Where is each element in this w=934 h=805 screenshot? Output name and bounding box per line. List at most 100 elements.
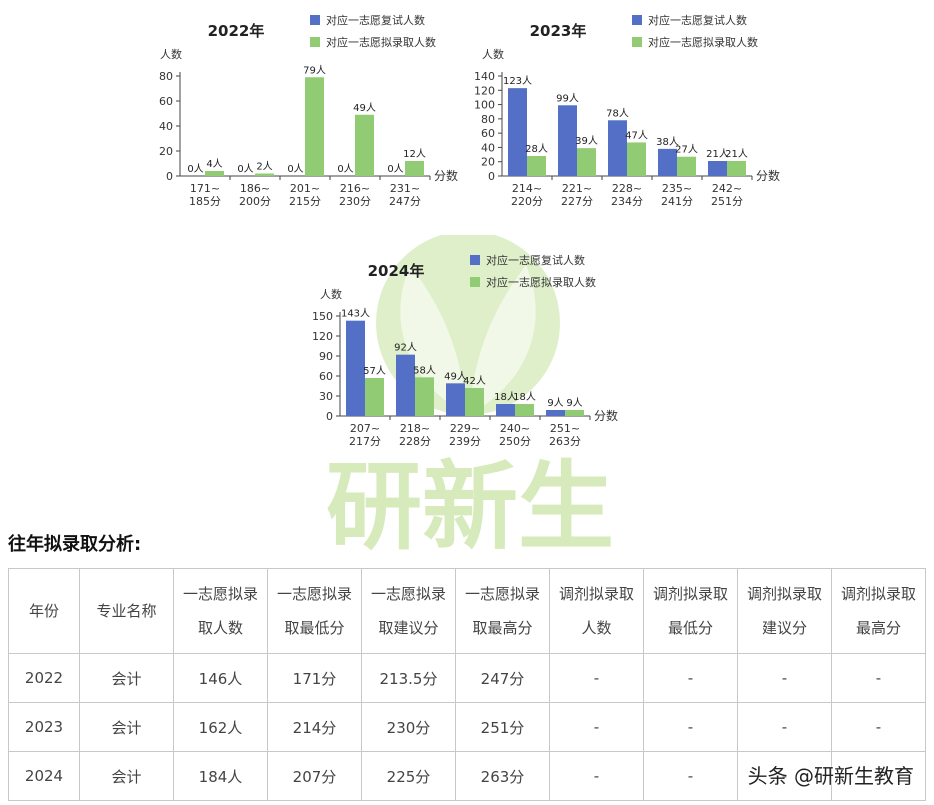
data-label: 28人 xyxy=(525,143,548,155)
data-label: 27人 xyxy=(675,144,698,156)
data-label: 0人 xyxy=(237,163,253,175)
footer-credit: 头条 @研新生教育 xyxy=(747,764,914,788)
table-cell: - xyxy=(643,653,738,703)
data-label: 9人 xyxy=(547,397,563,409)
bar-admitted xyxy=(355,114,374,176)
data-label: 18人 xyxy=(494,391,517,403)
table-header: 调剂拟录取 最低分 xyxy=(643,568,738,654)
bar-admitted xyxy=(205,171,224,176)
y-tick-label: 20 xyxy=(159,145,173,158)
x-tick-label: 231~ 247分 xyxy=(389,182,421,208)
bar-admitted xyxy=(465,388,484,416)
table-cell: 247分 xyxy=(455,653,550,703)
x-tick-label: 218~ 228分 xyxy=(399,422,431,448)
table-row: 2023 会计 162人 214分 230分 251分 - - - - xyxy=(8,702,926,752)
table-header: 调剂拟录取 最高分 xyxy=(831,568,926,654)
table-header: 专业名称 xyxy=(79,568,174,654)
x-tick-label: 240~ 250分 xyxy=(499,422,531,448)
legend-label: 对应一志愿拟录取人数 xyxy=(486,275,596,289)
table-header: 一志愿拟录 取人数 xyxy=(173,568,268,654)
legend-label: 对应一志愿复试人数 xyxy=(326,13,425,27)
chart-title: 2024年 xyxy=(368,262,425,280)
bar-retest xyxy=(546,410,565,416)
y-tick-label: 120 xyxy=(312,330,333,343)
legend-swatch xyxy=(310,37,320,47)
table-row: 2024 会计 184人 207分 225分 263分 - - - - xyxy=(8,751,926,801)
chart-2023: 2023年 对应一志愿复试人数 对应一志愿拟录取人数 人数 分数 0 20 40 60 80 100… xyxy=(462,10,782,215)
x-tick-label: 186~ 200分 xyxy=(239,182,271,208)
data-label: 0人 xyxy=(187,163,203,175)
chart-title: 2023年 xyxy=(530,22,587,40)
table-cell: 171分 xyxy=(267,653,362,703)
legend-label: 对应一志愿拟录取人数 xyxy=(648,35,758,49)
bar-admitted xyxy=(527,156,546,176)
table-cell: 2022 xyxy=(8,653,80,703)
table-cell: 会计 xyxy=(79,702,174,752)
y-tick-label: 30 xyxy=(319,390,333,403)
table-header: 一志愿拟录 取建议分 xyxy=(361,568,456,654)
x-tick-label: 201~ 215分 xyxy=(289,182,321,208)
data-label: 47人 xyxy=(625,129,648,141)
y-tick-label: 80 xyxy=(159,70,173,83)
legend-label: 对应一志愿复试人数 xyxy=(648,13,747,27)
data-label: 79人 xyxy=(303,64,326,76)
x-axis-label: 分数 xyxy=(594,408,618,423)
data-label: 143人 xyxy=(341,308,370,320)
x-tick-label: 228~ 234分 xyxy=(611,182,643,208)
bar-admitted xyxy=(565,410,584,416)
bar-admitted xyxy=(405,161,424,176)
data-label: 38人 xyxy=(656,136,679,148)
y-tick-label: 140 xyxy=(474,70,495,83)
table-header: 调剂拟录取 人数 xyxy=(549,568,644,654)
data-label: 49人 xyxy=(353,102,376,114)
y-tick-label: 80 xyxy=(481,113,495,126)
x-tick-label: 229~ 239分 xyxy=(449,422,481,448)
data-label: 21人 xyxy=(706,148,729,160)
y-tick-label: 40 xyxy=(159,120,173,133)
bar-admitted xyxy=(305,77,324,176)
table-cell: 230分 xyxy=(361,702,456,752)
table-cell: - xyxy=(549,653,644,703)
legend-swatch xyxy=(470,277,480,287)
data-label: 58人 xyxy=(413,364,436,376)
table-cell: 214分 xyxy=(267,702,362,752)
x-tick-label: 251~ 263分 xyxy=(549,422,581,448)
table-cell: - xyxy=(549,702,644,752)
table-cell: 184人 xyxy=(173,751,268,801)
x-tick-label: 171~ 185分 xyxy=(189,182,221,208)
table-cell: - xyxy=(643,751,738,801)
bar-retest xyxy=(496,404,515,416)
table-cell: 251分 xyxy=(455,702,550,752)
admission-analysis-table: 年份 专业名称 一志愿拟录 取人数 一志愿拟录 取最低分 一志愿拟录 取建议分 … xyxy=(8,568,926,801)
table-cell: - xyxy=(831,702,926,752)
x-tick-label: 207~ 217分 xyxy=(349,422,381,448)
y-axis-label: 人数 xyxy=(482,48,504,61)
bar-retest xyxy=(346,320,365,416)
table-cell: 207分 xyxy=(267,751,362,801)
x-tick-label: 214~ 220分 xyxy=(511,182,543,208)
table-header: 调剂拟录取 建议分 xyxy=(737,568,832,654)
data-label: 49人 xyxy=(444,370,467,382)
bar-admitted xyxy=(677,156,696,176)
chart-2022: 2022年 对应一志愿复试人数 对应一志愿拟录取人数 人数 分数 0 20 40 60 80 171… xyxy=(140,10,460,215)
bar-retest xyxy=(396,354,415,416)
table-cell: - xyxy=(737,702,832,752)
y-tick-label: 40 xyxy=(481,141,495,154)
y-tick-label: 0 xyxy=(326,410,333,423)
y-tick-label: 20 xyxy=(481,156,495,169)
data-label: 12人 xyxy=(403,148,426,160)
y-tick-label: 0 xyxy=(488,170,495,183)
table-cell: 会计 xyxy=(79,653,174,703)
bar-admitted xyxy=(627,142,646,176)
bar-retest xyxy=(608,120,627,176)
x-axis-label: 分数 xyxy=(756,168,780,183)
data-label: 9人 xyxy=(566,397,582,409)
data-label: 0人 xyxy=(287,163,303,175)
x-tick-label: 235~ 241分 xyxy=(661,182,693,208)
bar-admitted xyxy=(255,173,274,176)
bar-retest xyxy=(446,383,465,416)
y-tick-label: 60 xyxy=(481,127,495,140)
data-label: 42人 xyxy=(463,375,486,387)
table-cell: - xyxy=(831,751,926,801)
table-header-row: 年份 专业名称 一志愿拟录 取人数 一志愿拟录 取最低分 一志愿拟录 取建议分 … xyxy=(8,568,926,654)
